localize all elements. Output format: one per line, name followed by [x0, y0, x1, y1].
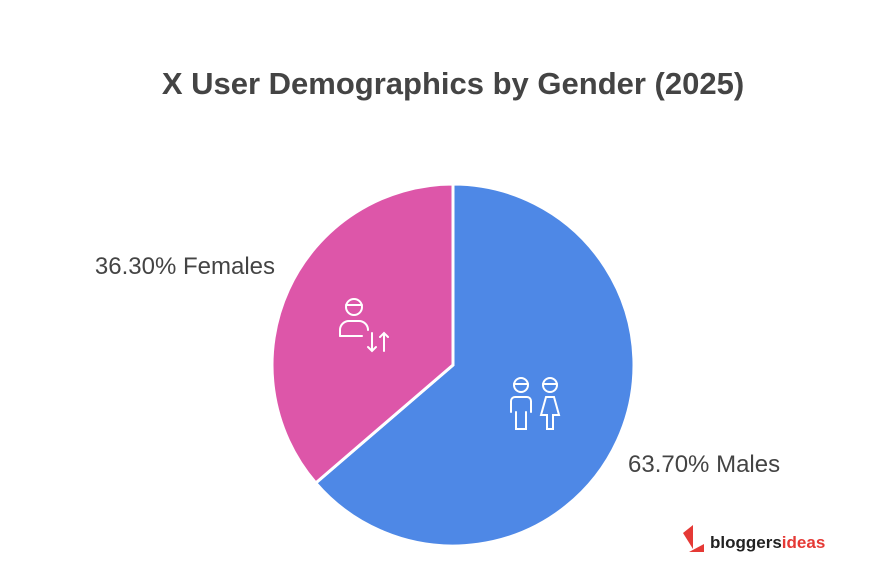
category-label: Females	[183, 253, 275, 280]
watermark-text: bloggersideas	[710, 533, 825, 552]
pie	[270, 182, 636, 548]
people-icon	[510, 377, 561, 430]
female-icon	[339, 298, 389, 353]
watermark-accent: ideas	[782, 533, 825, 552]
value-label: 63.70%	[628, 451, 709, 478]
slice-label: 63.70% Males	[628, 451, 780, 478]
slice-label: 36.30% Females	[95, 253, 275, 280]
labels: 63.70% Males 36.30% Females	[95, 253, 780, 478]
category-label: Males	[716, 451, 780, 478]
logo-mark	[689, 544, 704, 552]
watermark: bloggersideas	[683, 525, 825, 552]
value-label: 36.30%	[95, 253, 176, 280]
chart-title: X User Demographics by Gender (2025)	[162, 66, 744, 101]
logo-mark	[683, 525, 693, 549]
watermark-main: bloggers	[710, 533, 782, 552]
pie-slice	[313, 182, 636, 548]
pie-slice	[270, 182, 455, 486]
